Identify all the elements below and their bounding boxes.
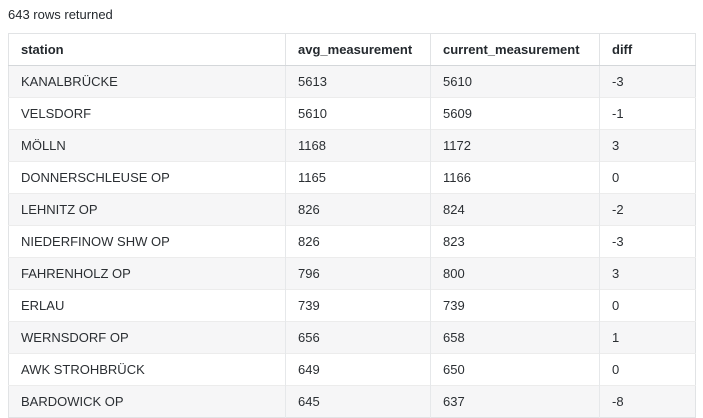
table-row: WERNSDORF OP 656 658 1 [8, 321, 696, 354]
cell-avg-measurement: 645 [285, 385, 431, 418]
cell-current-measurement: 1166 [430, 161, 600, 194]
cell-current-measurement: 5609 [430, 97, 600, 130]
table-row: ERLAU 739 739 0 [8, 289, 696, 322]
table-row: DONNERSCHLEUSE OP 1165 1166 0 [8, 161, 696, 194]
header-row: station avg_measurement current_measurem… [8, 33, 696, 66]
cell-diff: -3 [599, 225, 696, 258]
cell-diff: -2 [599, 193, 696, 226]
cell-avg-measurement: 796 [285, 257, 431, 290]
cell-station: ERLAU [8, 289, 286, 322]
cell-current-measurement: 824 [430, 193, 600, 226]
results-table-body: KANALBRÜCKE 5613 5610 -3 VELSDORF 5610 5… [8, 65, 696, 418]
cell-diff: 0 [599, 161, 696, 194]
table-row: VELSDORF 5610 5609 -1 [8, 97, 696, 130]
column-header-diff: diff [599, 33, 696, 66]
cell-diff: -8 [599, 385, 696, 418]
table-row: FAHRENHOLZ OP 796 800 3 [8, 257, 696, 290]
table-row: LEHNITZ OP 826 824 -2 [8, 193, 696, 226]
cell-diff: 3 [599, 129, 696, 162]
table-row: KANALBRÜCKE 5613 5610 -3 [8, 65, 696, 98]
cell-station: DONNERSCHLEUSE OP [8, 161, 286, 194]
cell-diff: 0 [599, 289, 696, 322]
column-header-avg-measurement: avg_measurement [285, 33, 431, 66]
table-row: MÖLLN 1168 1172 3 [8, 129, 696, 162]
rows-returned-status: 643 rows returned [8, 7, 113, 22]
cell-current-measurement: 1172 [430, 129, 600, 162]
cell-station: BARDOWICK OP [8, 385, 286, 418]
table-row: BARDOWICK OP 645 637 -8 [8, 385, 696, 418]
results-table-header: station avg_measurement current_measurem… [8, 33, 696, 66]
cell-station: LEHNITZ OP [8, 193, 286, 226]
cell-current-measurement: 739 [430, 289, 600, 322]
cell-current-measurement: 658 [430, 321, 600, 354]
cell-current-measurement: 650 [430, 353, 600, 386]
cell-diff: 1 [599, 321, 696, 354]
column-header-station: station [8, 33, 286, 66]
cell-station: FAHRENHOLZ OP [8, 257, 286, 290]
cell-avg-measurement: 656 [285, 321, 431, 354]
cell-diff: -3 [599, 65, 696, 98]
cell-current-measurement: 637 [430, 385, 600, 418]
cell-station: AWK STROHBRÜCK [8, 353, 286, 386]
cell-avg-measurement: 649 [285, 353, 431, 386]
cell-current-measurement: 823 [430, 225, 600, 258]
cell-station: MÖLLN [8, 129, 286, 162]
cell-station: KANALBRÜCKE [8, 65, 286, 98]
results-table: station avg_measurement current_measurem… [8, 33, 696, 418]
cell-avg-measurement: 1168 [285, 129, 431, 162]
cell-avg-measurement: 5610 [285, 97, 431, 130]
cell-diff: 0 [599, 353, 696, 386]
cell-avg-measurement: 1165 [285, 161, 431, 194]
cell-station: NIEDERFINOW SHW OP [8, 225, 286, 258]
cell-station: VELSDORF [8, 97, 286, 130]
table-row: AWK STROHBRÜCK 649 650 0 [8, 353, 696, 386]
cell-station: WERNSDORF OP [8, 321, 286, 354]
cell-avg-measurement: 5613 [285, 65, 431, 98]
cell-diff: 3 [599, 257, 696, 290]
cell-avg-measurement: 826 [285, 225, 431, 258]
column-header-current-measurement: current_measurement [430, 33, 600, 66]
cell-avg-measurement: 739 [285, 289, 431, 322]
cell-avg-measurement: 826 [285, 193, 431, 226]
cell-current-measurement: 800 [430, 257, 600, 290]
cell-current-measurement: 5610 [430, 65, 600, 98]
cell-diff: -1 [599, 97, 696, 130]
table-row: NIEDERFINOW SHW OP 826 823 -3 [8, 225, 696, 258]
